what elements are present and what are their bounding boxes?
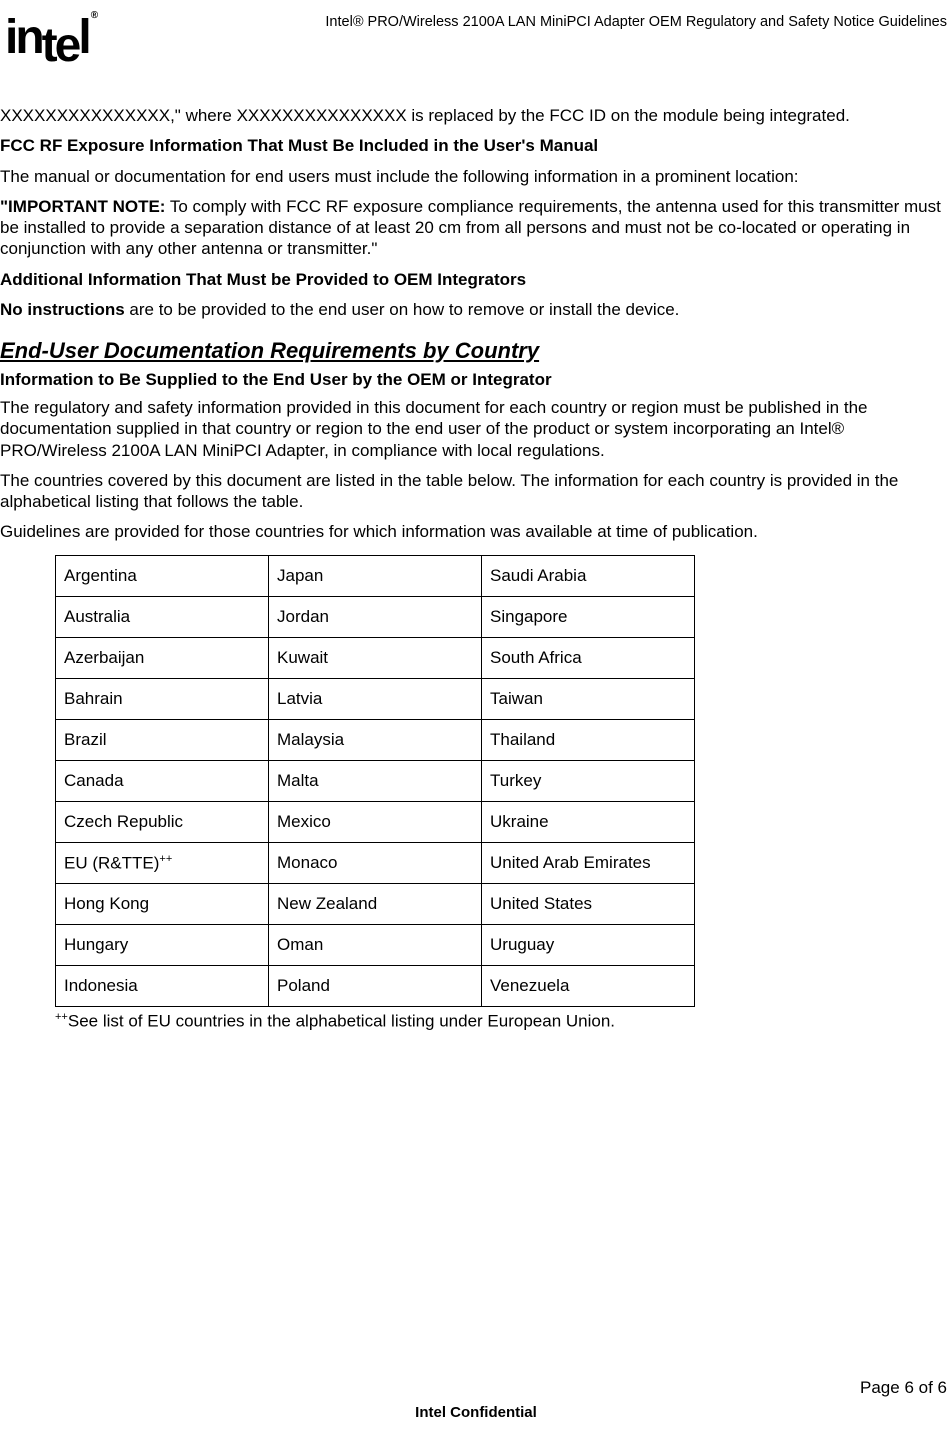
table-cell: Mexico	[269, 801, 482, 842]
table-cell: Kuwait	[269, 637, 482, 678]
table-cell: Venezuela	[482, 966, 695, 1007]
table-cell: Poland	[269, 966, 482, 1007]
heading-info-supplied: Information to Be Supplied to the End Us…	[0, 370, 952, 390]
table-row: CanadaMaltaTurkey	[56, 760, 695, 801]
intel-logo: intel®	[0, 10, 93, 65]
section-heading-end-user-docs: End-User Documentation Requirements by C…	[0, 338, 952, 364]
heading-fcc-rf-exposure: FCC RF Exposure Information That Must Be…	[0, 135, 952, 156]
table-cell: Indonesia	[56, 966, 269, 1007]
table-cell: Malta	[269, 760, 482, 801]
paragraph-regulatory-info: The regulatory and safety information pr…	[0, 397, 952, 461]
table-cell: Singapore	[482, 596, 695, 637]
table-row: AzerbaijanKuwaitSouth Africa	[56, 637, 695, 678]
countries-table: ArgentinaJapanSaudi ArabiaAustraliaJorda…	[55, 555, 695, 1008]
table-cell: Saudi Arabia	[482, 555, 695, 596]
footnote-text: See list of EU countries in the alphabet…	[68, 1012, 615, 1031]
paragraph-guidelines: Guidelines are provided for those countr…	[0, 521, 952, 542]
page-header: intel® Intel® PRO/Wireless 2100A LAN Min…	[0, 0, 952, 65]
paragraph-manual-info: The manual or documentation for end user…	[0, 166, 952, 187]
table-row: Czech RepublicMexicoUkraine	[56, 801, 695, 842]
table-cell: Jordan	[269, 596, 482, 637]
table-cell: Monaco	[269, 842, 482, 884]
page-footer: Page 6 of 6 Intel Confidential	[0, 1378, 952, 1421]
paragraph-important-note: "IMPORTANT NOTE: To comply with FCC RF e…	[0, 196, 952, 260]
table-cell: Oman	[269, 925, 482, 966]
logo-text: intel®	[5, 11, 93, 64]
table-row: AustraliaJordanSingapore	[56, 596, 695, 637]
important-note-label: "IMPORTANT NOTE:	[0, 197, 165, 216]
table-cell: Argentina	[56, 555, 269, 596]
table-footnote: ++See list of EU countries in the alphab…	[55, 1011, 952, 1032]
table-cell: Thailand	[482, 719, 695, 760]
table-cell: Hungary	[56, 925, 269, 966]
footnote-marker: ++	[55, 1011, 68, 1023]
heading-additional-info: Additional Information That Must be Prov…	[0, 269, 952, 290]
table-cell: United States	[482, 884, 695, 925]
table-cell: Japan	[269, 555, 482, 596]
registered-mark: ®	[91, 10, 95, 21]
table-row: BrazilMalaysiaThailand	[56, 719, 695, 760]
table-cell: Turkey	[482, 760, 695, 801]
table-cell: Ukraine	[482, 801, 695, 842]
no-instructions-label: No instructions	[0, 300, 125, 319]
document-content: XXXXXXXXXXXXXXX," where XXXXXXXXXXXXXXX …	[0, 65, 952, 1032]
table-cell: Latvia	[269, 678, 482, 719]
table-cell: Australia	[56, 596, 269, 637]
table-row: Hong KongNew ZealandUnited States	[56, 884, 695, 925]
table-cell: Taiwan	[482, 678, 695, 719]
table-cell: Malaysia	[269, 719, 482, 760]
table-cell: Canada	[56, 760, 269, 801]
table-cell: Czech Republic	[56, 801, 269, 842]
table-row: HungaryOmanUruguay	[56, 925, 695, 966]
table-cell: Hong Kong	[56, 884, 269, 925]
table-cell: Brazil	[56, 719, 269, 760]
table-cell: United Arab Emirates	[482, 842, 695, 884]
table-cell: Azerbaijan	[56, 637, 269, 678]
table-cell: New Zealand	[269, 884, 482, 925]
table-cell: Uruguay	[482, 925, 695, 966]
countries-table-body: ArgentinaJapanSaudi ArabiaAustraliaJorda…	[56, 555, 695, 1007]
table-cell: EU (R&TTE)++	[56, 842, 269, 884]
table-row: ArgentinaJapanSaudi Arabia	[56, 555, 695, 596]
page-number: Page 6 of 6	[0, 1378, 952, 1398]
paragraph-no-instructions: No instructions are to be provided to th…	[0, 299, 952, 320]
eu-superscript: ++	[159, 853, 172, 865]
table-cell: South Africa	[482, 637, 695, 678]
paragraph-fcc-id: XXXXXXXXXXXXXXX," where XXXXXXXXXXXXXXX …	[0, 105, 952, 126]
table-row: EU (R&TTE)++MonacoUnited Arab Emirates	[56, 842, 695, 884]
table-row: BahrainLatviaTaiwan	[56, 678, 695, 719]
header-title: Intel® PRO/Wireless 2100A LAN MiniPCI Ad…	[325, 10, 952, 30]
paragraph-countries-covered: The countries covered by this document a…	[0, 470, 952, 513]
table-cell: Bahrain	[56, 678, 269, 719]
confidential-label: Intel Confidential	[0, 1404, 952, 1421]
no-instructions-text: are to be provided to the end user on ho…	[125, 300, 680, 319]
table-row: IndonesiaPolandVenezuela	[56, 966, 695, 1007]
